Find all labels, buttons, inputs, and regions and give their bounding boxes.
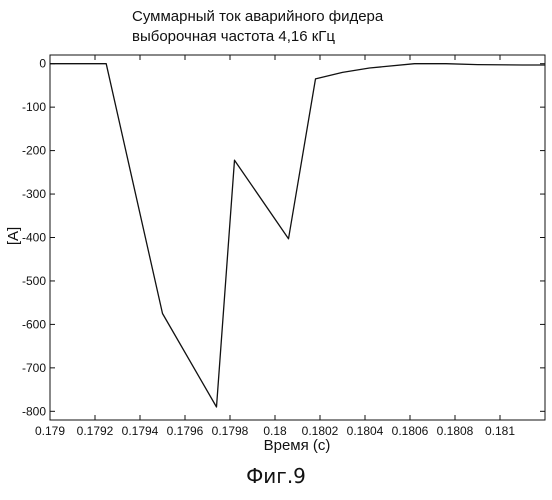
x-tick-label: 0.1808: [437, 424, 474, 438]
x-tick-label: 0.18: [263, 424, 287, 438]
x-tick-label: 0.1806: [392, 424, 429, 438]
x-tick-label: 0.1796: [167, 424, 204, 438]
y-tick-label: 0: [39, 57, 46, 71]
y-tick-label: -400: [22, 231, 46, 245]
y-tick-label: -700: [22, 361, 46, 375]
line-chart: 0.179 0.1792 0.1794 0.1796 0.1798 0.18 0.1802 0…: [0, 0, 552, 460]
x-tick-label: 0.1794: [122, 424, 159, 438]
y-tick-label: -100: [22, 100, 46, 114]
x-tick-label: 0.1798: [212, 424, 249, 438]
plot-area-frame: [50, 55, 545, 420]
figure-caption: Фиг.9: [0, 464, 552, 488]
x-axis-label: Время (с): [264, 437, 331, 454]
x-tick-label: 0.179: [35, 424, 65, 438]
y-axis-label: [A]: [5, 227, 22, 245]
y-tick-label: -300: [22, 187, 46, 201]
y-tick-label: -200: [22, 144, 46, 158]
series-line: [50, 64, 545, 407]
x-tick-label: 0.1802: [302, 424, 339, 438]
y-tick-label: -600: [22, 317, 46, 331]
x-tick-label: 0.1804: [347, 424, 384, 438]
x-tick-label: 0.181: [485, 424, 515, 438]
y-tick-label: -500: [22, 274, 46, 288]
x-tick-label: 0.1792: [77, 424, 114, 438]
y-tick-label: -800: [22, 404, 46, 418]
